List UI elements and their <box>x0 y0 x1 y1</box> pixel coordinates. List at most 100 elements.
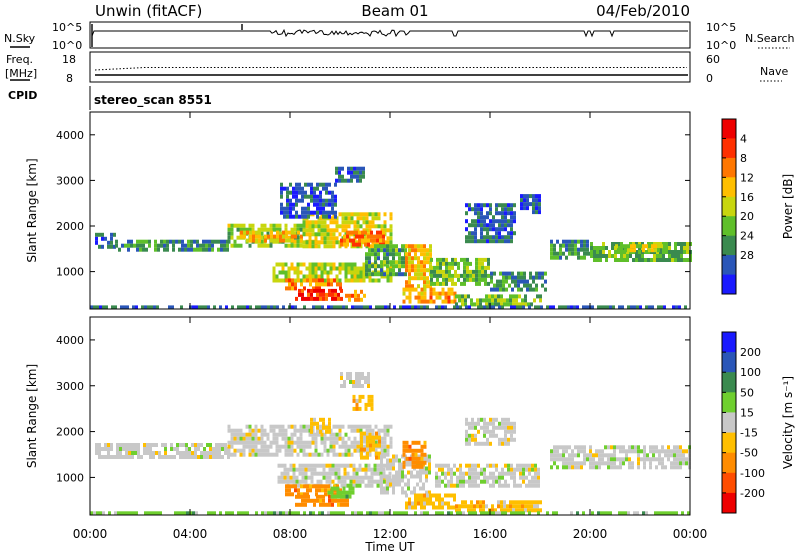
time-tick-6: 00:00 <box>673 527 708 541</box>
nsearch-label: N.Search <box>745 32 795 45</box>
beam-title: Beam 01 <box>361 2 428 20</box>
power-cbar-tick-1: 8 <box>740 152 747 165</box>
power-region-3 <box>240 230 303 243</box>
power-region-7 <box>285 278 342 291</box>
power-region-14 <box>455 294 542 307</box>
vel-region-8 <box>402 440 427 469</box>
nave-bottom-tick: 0 <box>706 72 713 85</box>
vel-ytick-3: 4000 <box>56 334 84 347</box>
power-cbar-tick-4: 20 <box>740 210 754 223</box>
vel-cbar-label: Velocity [m s⁻¹] <box>781 376 795 469</box>
cpid-label: CPID <box>8 89 37 102</box>
power-colorbar: 4 8 12 16 20 24 28 Power [dB] <box>721 118 795 295</box>
power-axes: 1000 2000 3000 4000 Slant Range [km] <box>25 112 691 309</box>
nsky-top-tick: 10^5 <box>52 21 82 34</box>
time-tick-2: 08:00 <box>273 527 308 541</box>
time-axis-label: Time UT <box>364 540 415 554</box>
freq-top-tick: 18 <box>62 53 76 66</box>
power-region-15 <box>490 271 547 292</box>
nsky-bottom-tick: 10^0 <box>52 39 82 52</box>
station-title: Unwin (fitACF) <box>95 2 202 20</box>
vel-region-17 <box>90 511 690 516</box>
power-region-5 <box>340 230 385 247</box>
power-ytick-2: 3000 <box>56 174 84 187</box>
power-cbar-swatch-1 <box>722 138 736 159</box>
power-region-9 <box>345 289 366 302</box>
vel-cbar-swatch-2 <box>722 372 736 393</box>
power-region-0 <box>95 232 116 249</box>
vel-cbar-swatch-1 <box>722 352 736 373</box>
nsky-right-bottom-tick: 10^0 <box>706 39 736 52</box>
vel-cbar-frame <box>721 331 737 514</box>
power-region-13 <box>402 287 457 304</box>
nave-trace <box>94 67 687 71</box>
power-ytick-0: 1000 <box>56 266 84 279</box>
power-cbar-label: Power [dB] <box>781 174 795 239</box>
freq-unit-label: [MHz] <box>5 67 37 80</box>
power-region-18 <box>280 182 337 219</box>
nsky-right-top-tick: 10^5 <box>706 21 736 34</box>
power-cbar-swatch-8 <box>722 274 736 295</box>
nsky-label: N.Sky <box>4 32 36 45</box>
velocity-panel: 1000 2000 3000 4000 Slant Range [km] 200 100 5… <box>25 316 795 516</box>
vel-region-5 <box>327 486 355 499</box>
power-region-8 <box>295 288 343 301</box>
vel-region-12 <box>352 394 374 411</box>
nave-top-tick: 60 <box>706 53 720 66</box>
power-region-23 <box>90 305 687 310</box>
power-ytick-3: 4000 <box>56 129 84 142</box>
time-axis-ticks: 00:00 04:00 08:00 12:00 16:00 20:00 00:00 <box>73 527 708 541</box>
power-cbar-swatch-3 <box>722 177 736 198</box>
time-tick-3: 12:00 <box>373 527 408 541</box>
vel-cbar-tick-3: 15 <box>740 406 754 419</box>
power-region-16 <box>465 203 516 244</box>
vel-cbar-swatch-6 <box>722 452 736 474</box>
cpid-value: stereo_scan 8551 <box>94 93 212 108</box>
power-region-11 <box>405 244 432 289</box>
vel-cbar-swatch-5 <box>722 432 736 454</box>
vel-cbar-swatch-4 <box>722 412 736 433</box>
power-cbar-swatch-0 <box>722 119 736 139</box>
power-region-19 <box>335 166 365 183</box>
power-ytick-1: 2000 <box>56 220 84 233</box>
nave-label: Nave <box>760 65 788 78</box>
power-cbar-swatch-5 <box>722 216 736 237</box>
vel-cbar-swatch-0 <box>722 332 736 353</box>
vel-region-13 <box>340 372 370 388</box>
vel-cbar-swatch-3 <box>722 392 736 413</box>
vel-ytick-1: 2000 <box>56 426 84 439</box>
vel-ytick-0: 1000 <box>56 471 84 484</box>
vel-cbar-tick-1: 100 <box>740 366 761 379</box>
freq-bottom-tick: 8 <box>66 72 73 85</box>
time-tick-1: 04:00 <box>173 527 208 541</box>
vel-region-10 <box>435 463 540 488</box>
freq-panel: Freq. [MHz] 18 8 60 0 Nave <box>5 51 788 85</box>
velocity-heatmap-cells <box>90 372 691 516</box>
date-title: 04/Feb/2010 <box>596 2 690 20</box>
power-region-10 <box>365 244 407 277</box>
time-tick-5: 20:00 <box>573 527 608 541</box>
time-tick-0: 00:00 <box>73 527 108 541</box>
power-cbar-tick-5: 24 <box>740 230 754 243</box>
vel-cbar-tick-5: -50 <box>740 447 758 460</box>
vel-region-0 <box>95 443 230 459</box>
vel-region-11 <box>455 500 542 513</box>
time-tick-4: 16:00 <box>473 527 508 541</box>
vel-region-2 <box>277 463 392 488</box>
power-cbar-swatch-6 <box>722 235 736 256</box>
velocity-axes: 1000 2000 3000 4000 Slant Range [km] <box>25 317 691 515</box>
power-cbar-tick-2: 12 <box>740 171 754 184</box>
vel-region-6 <box>360 431 381 460</box>
vel-region-16 <box>310 417 331 434</box>
vel-cbar-tick-4: -15 <box>740 427 758 440</box>
vel-cbar-tick-0: 200 <box>740 346 761 359</box>
power-cbar-tick-6: 28 <box>740 249 754 262</box>
power-cbar-swatch-7 <box>722 255 736 275</box>
power-region-22 <box>615 244 663 253</box>
vel-cbar-swatch-7 <box>722 472 736 494</box>
vel-region-14 <box>465 417 516 446</box>
vel-region-9 <box>405 493 456 510</box>
power-panel: 1000 2000 3000 4000 Slant Range [km] 4 8 12 16 2… <box>25 111 795 310</box>
